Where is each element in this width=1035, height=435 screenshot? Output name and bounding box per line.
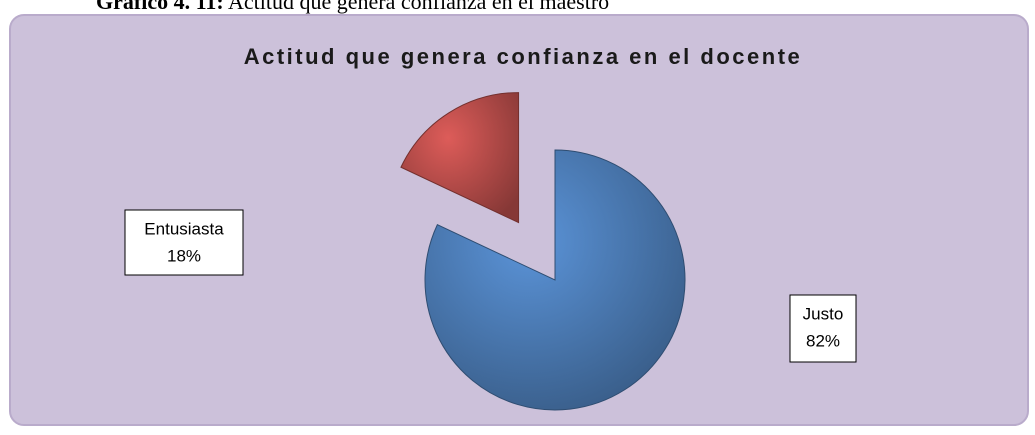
category-label: Entusiasta	[144, 219, 224, 238]
data-label-box	[789, 294, 857, 363]
category-label: Justo	[803, 304, 844, 323]
pie-slice	[400, 92, 520, 224]
data-label-box	[124, 209, 244, 276]
chart-title: Actitud que genera confianza en el docen…	[244, 44, 803, 69]
value-label: 18%	[167, 246, 201, 265]
caption: Gráfico 4. 11: Actitud que genera confia…	[96, 0, 609, 14]
caption-label: Gráfico 4. 11:	[96, 0, 224, 14]
caption-text: Actitud que genera confianza en el maest…	[228, 0, 609, 14]
pie-slice	[424, 149, 686, 411]
value-label: 82%	[806, 331, 840, 350]
